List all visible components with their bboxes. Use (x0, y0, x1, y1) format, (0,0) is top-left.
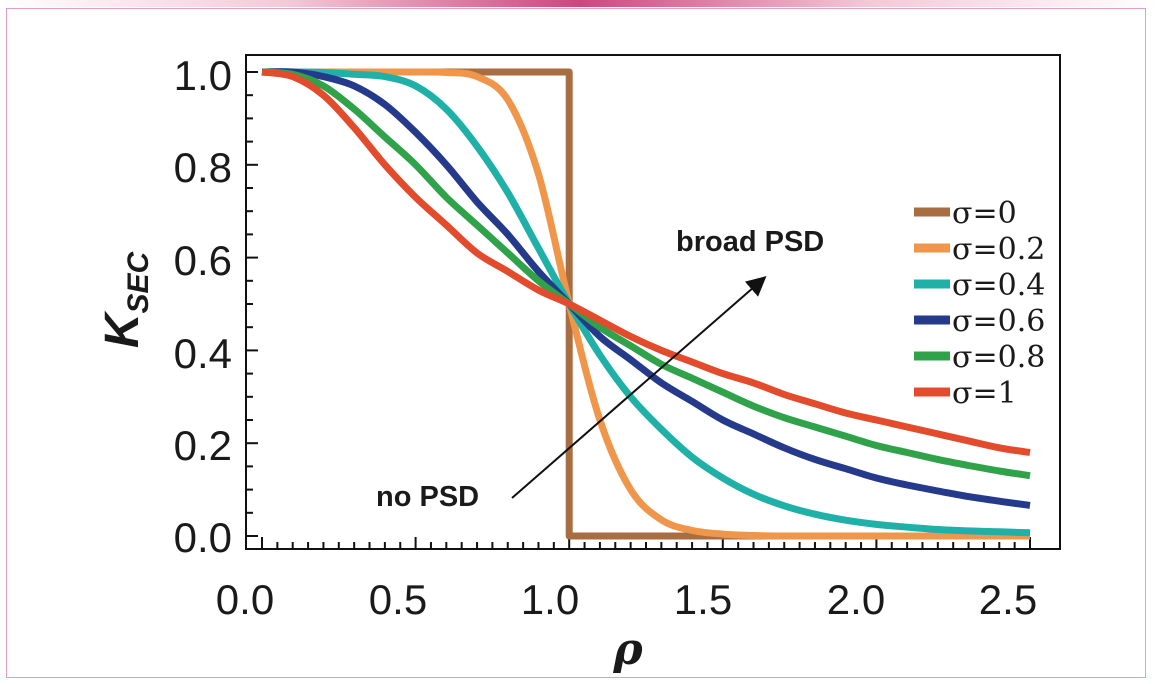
x-tick-label: 1.0 (521, 576, 579, 623)
y-tick-label: 0.8 (174, 144, 232, 191)
y-tick-label: 0.4 (174, 330, 232, 377)
legend-label-3: σ=0.6 (952, 304, 1045, 339)
legend-label-4: σ=0.8 (952, 340, 1045, 375)
plot-area (245, 54, 1061, 550)
figure-frame (6, 8, 1146, 678)
y-tick-label: 1.0 (174, 52, 232, 99)
series-line-1 (262, 68, 1030, 540)
annotation-arrow (511, 276, 767, 499)
series-line-4 (261, 68, 1031, 480)
top-accent-bar (0, 0, 1158, 7)
x-tick-label: 2.5 (979, 576, 1037, 623)
series-line-3 (261, 68, 1031, 509)
series-line-0 (262, 68, 1030, 540)
y-tick-label: 0.0 (174, 514, 232, 561)
x-tick-label: 0.0 (216, 576, 274, 623)
x-tick-label: 0.5 (369, 576, 427, 623)
tick-labels: 0.0 0.5 1.0 1.5 2.0 2.5 0.0 0.2 0.4 0.6 … (174, 52, 1038, 623)
x-tick-label: 1.5 (674, 576, 732, 623)
y-axis-label-sub: SEC (122, 250, 155, 313)
minor-ticks (246, 71, 1031, 549)
annotation-broad-psd: broad PSD (676, 226, 824, 258)
svg-text:KSEC: KSEC (96, 250, 155, 348)
legend-label-0: σ=0 (952, 196, 1017, 231)
legend-label-2: σ=0.4 (952, 268, 1045, 303)
x-axis-label: ρ (612, 624, 643, 675)
legend-label-5: σ=1 (952, 376, 1017, 411)
x-tick-label: 2.0 (827, 576, 885, 623)
series-line-2 (261, 68, 1031, 537)
legend-label-1: σ=0.2 (952, 232, 1045, 267)
y-axis-label: KSEC (96, 250, 155, 348)
y-tick-label: 0.2 (174, 422, 232, 469)
annotation-no-psd: no PSD (376, 481, 479, 513)
y-tick-label: 0.6 (174, 237, 232, 284)
legend: σ=0σ=0.2σ=0.4σ=0.6σ=0.8σ=1 (914, 196, 1045, 411)
y-axis-label-main: K (96, 310, 149, 348)
series-layer (261, 68, 1031, 540)
series-line-5 (261, 68, 1031, 456)
